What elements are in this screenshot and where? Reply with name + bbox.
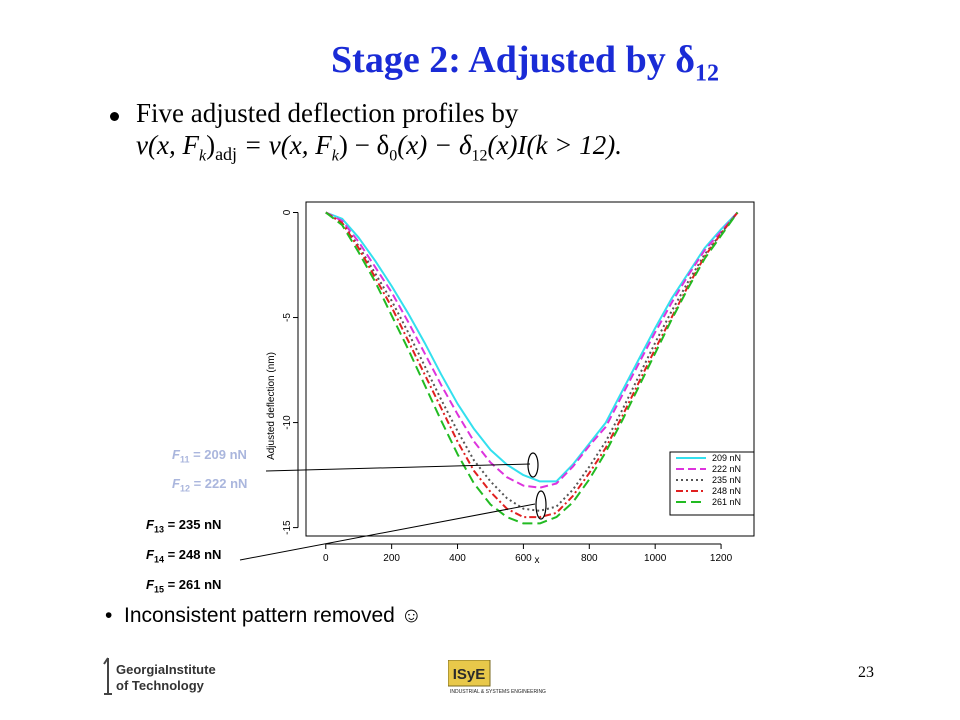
formula-v: v (136, 130, 148, 160)
force-index: 12 (179, 483, 190, 494)
x-tick-label: 800 (581, 553, 598, 564)
formula-d0-sub: 0 (389, 147, 398, 165)
chart-series (325, 211, 739, 525)
formula-d0-arg: (x) − δ (397, 130, 472, 160)
force-label: F12 = 222 nN (172, 476, 247, 494)
isye-logo: ISyE INDUSTRIAL & SYSTEMS ENGINEERING (448, 660, 546, 695)
x-axis-label: x (535, 555, 540, 566)
formula-d12-sub: 12 (471, 147, 488, 165)
force-symbol: F (146, 517, 154, 532)
slide-title: Stage 2: Adjusted by δ12 (0, 38, 960, 88)
force-value: = 261 nN (163, 577, 222, 592)
x-tick-label: 1000 (644, 553, 667, 564)
series-line-222-nn (325, 211, 739, 489)
formula-lhs-close: ) (206, 130, 216, 160)
force-value: = 248 nN (163, 547, 222, 562)
force-symbol: F (146, 577, 154, 592)
legend-label: 235 nN (712, 475, 741, 485)
force-symbol: F (146, 547, 154, 562)
slide-title-text: Stage 2: Adjusted by δ (331, 39, 695, 81)
bullet-dot (110, 112, 119, 121)
isye-caption: INDUSTRIAL & SYSTEMS ENGINEERING (450, 689, 546, 695)
series-line-209-nn (325, 211, 739, 483)
force-value: = 209 nN (189, 447, 247, 462)
georgia-tech-logo: GeorgiaInstitute of Technology (103, 657, 216, 695)
pointer-line-upper (265, 463, 531, 472)
conclusion-text: Inconsistent pattern removed ☺ (124, 604, 423, 627)
x-tick-label: 400 (449, 553, 466, 564)
series-line-235-nn (325, 211, 739, 512)
y-tick-label: -10 (282, 415, 293, 430)
legend-label: 248 nN (712, 486, 741, 496)
force-label: F14 = 248 nN (146, 547, 221, 565)
force-label: F11 = 209 nN (172, 447, 247, 465)
chart-axes: 0 200 400 600 800 1000 1200 0 -5 -10 -15 (282, 209, 733, 564)
series-line-261-nn (325, 211, 739, 525)
formula-lhs-k: k (198, 147, 207, 165)
x-tick-label: 0 (323, 553, 329, 564)
gt-logo-line2: of Technology (116, 678, 205, 693)
formula-rhs-rest: ) − δ (338, 130, 390, 160)
x-tick-label: 1200 (710, 553, 733, 564)
x-tick-label: 600 (515, 553, 532, 564)
adjustment-formula: v(x, Fk)adj = v(x, Fk) − δ0(x) − δ12(x)I… (136, 130, 622, 165)
y-tick-label: -15 (282, 520, 293, 535)
slide-title-subscript: 12 (694, 60, 719, 87)
force-value: = 235 nN (163, 517, 222, 532)
force-value: = 222 nN (189, 476, 248, 491)
force-symbol: F (172, 476, 180, 491)
conclusion-bullet: • Inconsistent pattern removed ☺ (105, 604, 423, 627)
page-number: 23 (858, 664, 874, 681)
force-index: 11 (179, 454, 190, 465)
force-index: 13 (153, 524, 164, 535)
y-tick-label: -5 (282, 313, 293, 322)
highlight-ellipse-lower (535, 490, 547, 520)
y-axis-label: Adjusted deflection (nm) (266, 352, 277, 460)
legend-box (669, 451, 755, 516)
formula-rhs-k: k (331, 147, 339, 165)
series-line-248-nn (325, 211, 739, 519)
formula-rhs: = v(x, F (237, 130, 332, 160)
formula-lhs-args: (x, F (147, 130, 199, 160)
force-label: F13 = 235 nN (146, 517, 221, 535)
y-tick-label: 0 (282, 209, 293, 215)
bullet-text: Five adjusted deflection profiles by (136, 98, 519, 128)
force-index: 14 (153, 554, 164, 565)
gt-logo-line1: GeorgiaInstitute (116, 662, 216, 677)
pointer-line-lower (239, 503, 536, 561)
formula-d12-arg: (x)I(k > 12). (487, 130, 622, 160)
isye-mark: ISyE (453, 666, 486, 683)
legend-label: 261 nN (712, 497, 741, 507)
force-symbol: F (172, 447, 180, 462)
force-index: 15 (153, 584, 164, 595)
formula-adj: adj (215, 144, 238, 164)
deflection-chart: 0 200 400 600 800 1000 1200 0 -5 -10 -15 209 nN222… (266, 201, 755, 566)
plot-frame (305, 201, 755, 537)
force-label: F15 = 261 nN (146, 577, 221, 595)
x-tick-label: 200 (383, 553, 400, 564)
plot-area (305, 201, 755, 537)
legend-label: 222 nN (712, 464, 741, 474)
highlight-ellipse-upper (527, 452, 539, 478)
legend-label: 209 nN (712, 453, 741, 463)
